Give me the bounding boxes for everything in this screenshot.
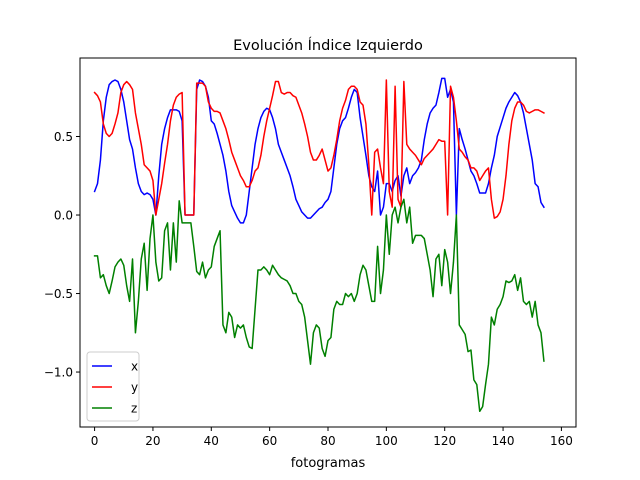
x-axis-label: fotogramas (291, 456, 366, 471)
chart-title: Evolución Índice Izquierdo (233, 37, 423, 54)
x-tick-label: 120 (433, 434, 456, 448)
y-tick-label: 0.5 (54, 130, 73, 144)
x-tick-label: 0 (91, 434, 99, 448)
legend-label-x: x (131, 360, 138, 374)
x-tick-label: 100 (375, 434, 398, 448)
series-layer (93, 77, 545, 413)
y-tick-label: −0.5 (44, 287, 73, 301)
legend: xyz (86, 351, 140, 422)
legend-label-y: y (131, 381, 138, 395)
x-axis: 0 20 40 60 80 100 120 140 160 (91, 427, 573, 448)
y-axis: −1.0 −0.5 0.0 0.5 (44, 130, 80, 380)
y-tick-label: −1.0 (44, 366, 73, 380)
x-tick-label: 160 (550, 434, 573, 448)
series-line-y (93, 79, 545, 219)
x-tick-label: 140 (492, 434, 515, 448)
x-tick-label: 20 (145, 434, 160, 448)
legend-frame (86, 351, 140, 422)
x-tick-label: 60 (262, 434, 277, 448)
series-line-z (93, 198, 545, 413)
y-tick-label: 0.0 (54, 209, 73, 223)
x-tick-label: 40 (204, 434, 219, 448)
legend-label-z: z (131, 402, 137, 416)
x-tick-label: 80 (320, 434, 335, 448)
